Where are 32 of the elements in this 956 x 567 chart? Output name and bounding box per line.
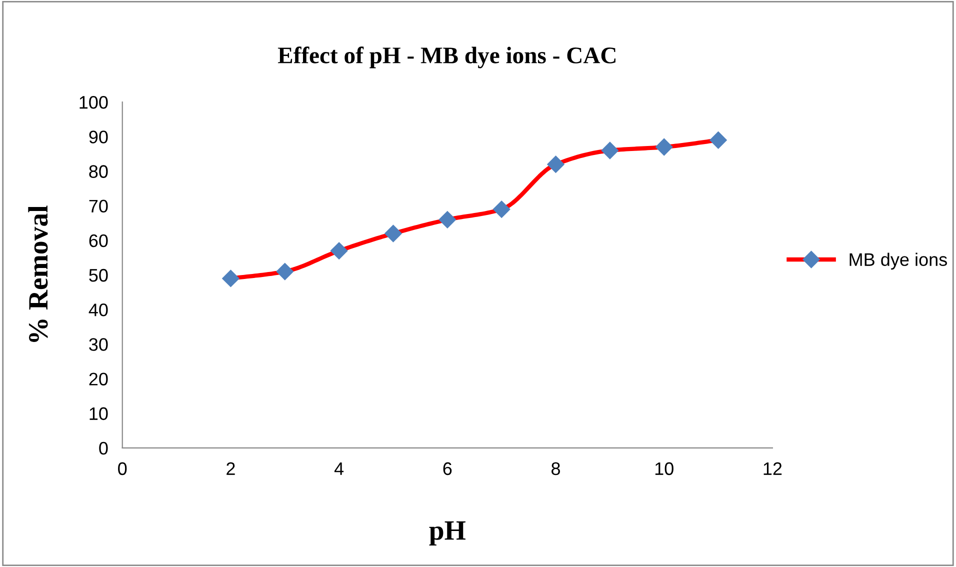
y-axis-title: % Removal [28,206,48,342]
point [601,142,618,160]
y-tick-label: 30 [89,338,108,351]
point [222,270,240,288]
y-tick-label: 20 [89,372,108,386]
x-tick-label: 12 [764,462,782,475]
point [710,132,727,149]
y-tick-label: 100 [80,96,108,109]
point [330,242,348,260]
y-tick-label: 70 [89,200,108,213]
x-tick-label: 6 [443,462,452,476]
x-tick-label: 4 [334,462,344,475]
y-tick-label: 0 [99,442,108,455]
chart-title: Effect of pH - MB dye ions - CAC [278,46,616,68]
y-tick-label: 80 [89,165,108,178]
y-tick-label: 40 [88,304,108,316]
y-tick-label: 60 [89,234,108,248]
x-tick-label: 8 [552,462,560,476]
x-tick-label: 10 [655,462,674,476]
point [547,156,564,173]
y-tick-label: 50 [89,268,108,282]
legend-label: MB dye ions [850,252,947,270]
point [656,138,673,156]
x-tick-label: 0 [118,462,127,476]
x-tick-label: 2 [226,462,235,475]
x-axis-title: pH [429,521,466,546]
y-tick-label: 90 [89,130,108,144]
point [438,211,456,228]
point [276,262,294,280]
point [493,200,510,218]
point [384,224,402,242]
y-tick-label: 10 [90,407,108,420]
